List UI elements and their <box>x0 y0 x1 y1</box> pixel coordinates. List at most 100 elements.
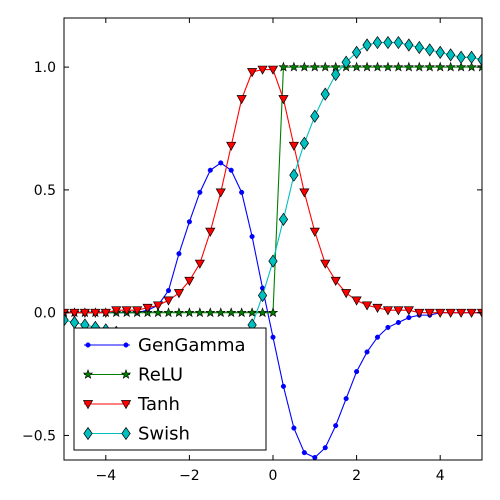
legend-marker <box>82 369 94 379</box>
data-point-swish <box>466 50 477 64</box>
data-point-relu <box>351 61 362 72</box>
data-point-relu <box>205 307 216 318</box>
legend-marker <box>120 400 132 410</box>
data-point-relu <box>320 61 331 72</box>
legend-item-relu: ReLU <box>82 365 183 386</box>
data-point-tanh <box>267 65 279 75</box>
data-point-gengamma <box>186 219 192 225</box>
data-point-swish <box>435 45 445 59</box>
data-point-gengamma <box>406 315 412 321</box>
data-point-gengamma <box>239 189 245 195</box>
data-point-relu <box>372 61 383 72</box>
data-point-tanh <box>173 289 185 299</box>
data-point-swish <box>64 313 69 327</box>
legend-marker <box>121 426 131 441</box>
data-point-relu <box>163 307 174 318</box>
data-point-tanh <box>330 276 341 286</box>
data-point-relu <box>424 61 435 72</box>
data-point-gengamma <box>249 233 255 240</box>
x-tick-label: 4 <box>436 468 445 484</box>
data-point-tanh <box>247 68 258 78</box>
data-point-swish <box>341 55 351 69</box>
y-tick-label: 0.0 <box>34 306 56 322</box>
data-point-swish <box>372 35 383 50</box>
series-tanh <box>64 65 482 318</box>
data-point-tanh <box>288 141 299 151</box>
data-point-tanh <box>79 308 90 318</box>
data-point-tanh <box>341 289 352 299</box>
data-point-tanh <box>111 306 122 316</box>
data-point-tanh <box>361 301 373 311</box>
data-point-gengamma <box>374 334 381 340</box>
data-point-swish <box>393 35 404 50</box>
data-point-tanh <box>69 308 80 318</box>
series-relu <box>64 61 482 318</box>
data-point-relu <box>194 307 206 318</box>
data-point-swish <box>477 53 482 67</box>
data-point-gengamma <box>165 288 172 294</box>
legend-marker <box>120 369 132 379</box>
data-point-gengamma <box>343 396 349 402</box>
y-tick-label: 0.5 <box>34 183 56 199</box>
y-tick-label: 1.0 <box>34 60 56 76</box>
data-point-relu <box>278 61 289 72</box>
data-point-relu <box>455 61 467 72</box>
x-tick-label: −4 <box>95 468 116 484</box>
legend-item-swish: Swish <box>83 424 190 445</box>
data-point-swish <box>320 87 330 101</box>
data-point-swish <box>268 254 278 268</box>
x-tick-label: −2 <box>179 468 200 484</box>
data-point-relu <box>445 61 456 72</box>
data-point-gengamma <box>291 425 297 431</box>
data-point-tanh <box>445 308 456 318</box>
data-point-tanh <box>372 303 383 313</box>
data-point-swish <box>425 43 435 57</box>
data-point-tanh <box>435 308 446 318</box>
data-point-tanh <box>351 296 362 306</box>
data-point-tanh <box>90 308 101 318</box>
data-point-relu <box>288 61 300 72</box>
data-point-swish <box>446 48 456 62</box>
data-point-tanh <box>184 276 195 286</box>
data-point-relu <box>173 307 185 318</box>
data-point-tanh <box>142 303 153 313</box>
data-point-relu <box>309 61 320 72</box>
data-point-gengamma <box>197 189 203 195</box>
data-point-relu <box>152 307 164 318</box>
data-point-relu <box>435 61 446 72</box>
data-point-gengamma <box>176 251 182 257</box>
legend-marker <box>82 400 94 410</box>
legend-marker <box>85 342 91 348</box>
data-point-swish <box>383 35 393 50</box>
data-point-relu <box>382 61 394 72</box>
data-point-tanh <box>393 306 404 316</box>
data-point-relu <box>257 307 268 318</box>
data-point-gengamma <box>301 450 307 456</box>
data-point-relu <box>361 61 373 72</box>
data-point-swish <box>289 168 299 182</box>
x-tick-label: 0 <box>269 468 278 484</box>
legend-item-tanh: Tanh <box>82 394 180 415</box>
legend: GenGamma ReLU Tanh Swish <box>73 327 267 451</box>
data-point-relu <box>246 307 258 318</box>
legend-label: GenGamma <box>138 335 246 356</box>
data-point-tanh <box>257 65 268 75</box>
data-point-tanh <box>382 306 394 316</box>
data-point-tanh <box>236 95 247 105</box>
legend-label: Swish <box>138 424 190 445</box>
data-point-swish <box>456 50 466 64</box>
data-point-tanh <box>299 188 310 198</box>
data-point-tanh <box>132 306 143 316</box>
data-point-tanh <box>163 296 174 306</box>
data-point-gengamma <box>364 349 370 355</box>
data-point-relu <box>215 307 226 318</box>
data-point-tanh <box>226 141 237 151</box>
data-point-gengamma <box>228 167 234 173</box>
data-point-tanh <box>121 306 132 316</box>
data-point-swish <box>310 109 320 123</box>
data-point-gengamma <box>270 334 276 340</box>
data-point-relu <box>403 61 415 72</box>
data-point-gengamma <box>385 324 391 330</box>
legend-box <box>73 327 267 451</box>
